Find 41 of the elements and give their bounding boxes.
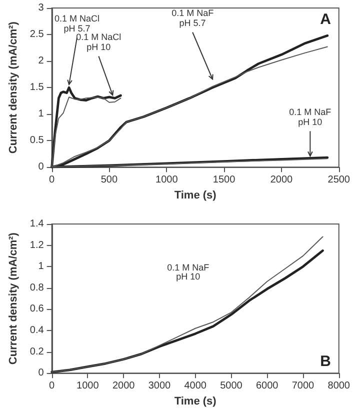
x-tick-label: 2000 — [270, 174, 294, 186]
y-tick-label: 0.4 — [30, 325, 44, 336]
x-tick-label: 5000 — [220, 380, 243, 392]
y-tick-label: 1.2 — [30, 240, 44, 251]
y-tick-label: 0.2 — [30, 346, 44, 358]
y-axis-title: Current density (mA/cm²) — [8, 21, 20, 154]
y-tick-label: 1.5 — [30, 82, 44, 94]
y-tick-label: 1 — [38, 261, 44, 272]
x-tick-label: 500 — [100, 174, 118, 186]
x-tick-label: 0 — [49, 174, 56, 186]
annotation: 0.1 M NaCl pH 5.7 — [54, 14, 100, 34]
x-tick-label: 3000 — [148, 380, 172, 392]
y-tick-label: 3 — [38, 2, 44, 14]
y-tick-label: 0.6 — [30, 304, 44, 315]
x-tick-label: 1000 — [76, 380, 100, 392]
x-tick-label: 8000 — [328, 380, 350, 392]
y-tick-label: 0 — [38, 368, 44, 379]
y-tick-label: 1.4 — [30, 218, 44, 230]
annotation: B — [320, 353, 332, 370]
y-tick-label: 0.5 — [30, 135, 44, 146]
y-axis-title: Current density (mA/cm²) — [8, 232, 20, 365]
y-tick-label: 0.8 — [30, 282, 44, 294]
x-tick-label: 7000 — [292, 380, 315, 392]
annotation: A — [320, 11, 332, 28]
annotation: 0.1 M NaCl pH 10 — [76, 32, 122, 52]
y-tick-label: 2.5 — [30, 29, 44, 40]
annotation: 0.1 M NaF pH 10 — [167, 262, 210, 282]
x-tick-label: 6000 — [256, 380, 279, 392]
y-tick-label: 1 — [38, 108, 44, 120]
x-tick-label: 2500 — [328, 174, 350, 186]
y-tick-label: 0 — [38, 162, 44, 173]
x-tick-label: 0 — [49, 380, 56, 392]
x-axis-title: Time (s) — [174, 396, 217, 408]
annotation: 0.1 M NaF pH 10 — [289, 107, 332, 128]
y-tick-label: 2 — [38, 56, 44, 67]
x-tick-label: 1000 — [156, 174, 178, 186]
x-tick-label: 4000 — [184, 380, 207, 392]
x-tick-label: 1500 — [212, 174, 236, 186]
x-axis-title: Time (s) — [174, 190, 217, 202]
annotation: 0.1 M NaF pH 5.7 — [172, 8, 214, 28]
x-tick-label: 2000 — [112, 380, 136, 392]
